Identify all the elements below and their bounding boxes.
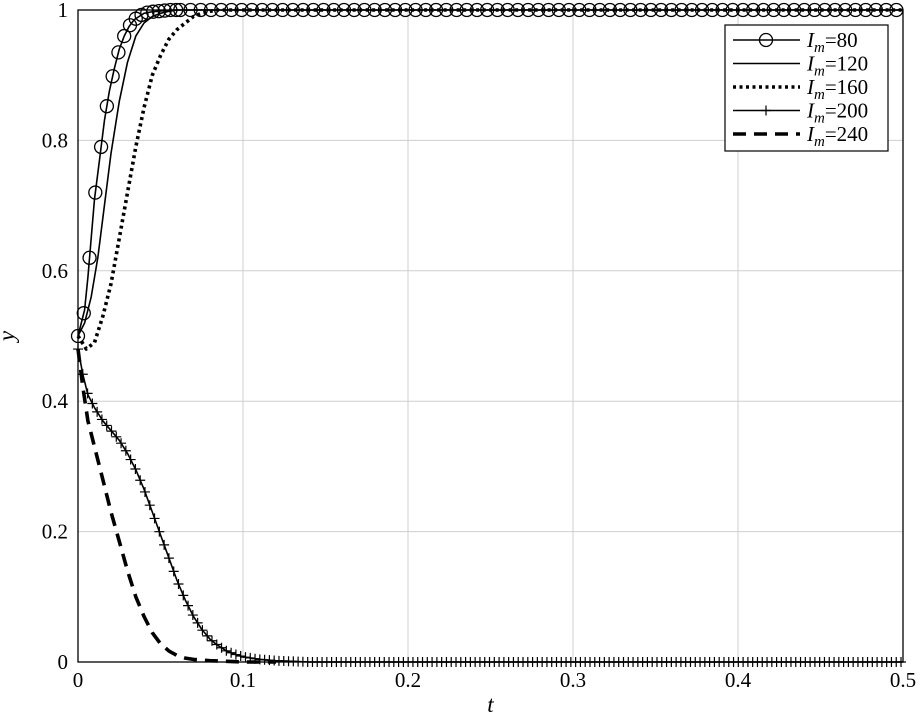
legend-label: Im=120 [806, 52, 868, 80]
series-line [77, 348, 903, 663]
circle-marker [82, 250, 97, 265]
y-tick-label: 0.6 [42, 259, 68, 283]
plus-marker [130, 464, 141, 475]
series-3 [76, 8, 903, 351]
circle-marker [151, 3, 167, 19]
legend-var: I [806, 52, 815, 76]
plus-marker [135, 475, 146, 486]
legend-sub: m [814, 134, 825, 150]
plus-marker [197, 625, 208, 636]
plus-marker [116, 438, 127, 449]
legend-item: Im=240 [733, 122, 868, 150]
legend-value: =80 [825, 28, 858, 52]
series-line [76, 348, 276, 664]
plus-marker [240, 652, 251, 663]
plus-marker [896, 657, 907, 667]
legend-var: I [806, 28, 815, 52]
x-tick-label: 0.3 [560, 668, 586, 692]
legend-var: I [806, 99, 815, 123]
legend-item: Im=200 [733, 99, 868, 127]
x-tick-label: 0.2 [395, 668, 421, 692]
y-tick-label: 0.4 [42, 389, 69, 413]
series-layer [70, 2, 907, 667]
y-tick-label: 0 [58, 650, 69, 674]
legend-value: =200 [825, 99, 868, 123]
x-tick-label: 0.4 [725, 668, 752, 692]
plus-marker [159, 539, 170, 550]
legend-sub: m [814, 64, 825, 80]
plus-marker [226, 647, 237, 658]
plus-marker [120, 445, 131, 456]
circle-marker [140, 5, 155, 20]
y-tick-label: 0.2 [42, 520, 68, 544]
legend-sub: m [814, 111, 825, 127]
x-tick-label: 0 [73, 668, 84, 692]
circle-marker [88, 185, 103, 200]
legend-label: Im=240 [806, 122, 868, 150]
plus-marker [192, 617, 203, 628]
series-line [76, 8, 903, 351]
plus-marker [761, 105, 771, 116]
plus-marker [163, 553, 174, 564]
plus-marker [96, 414, 107, 425]
plus-marker [178, 590, 189, 601]
circle-marker [99, 99, 115, 114]
y-tick-label: 0.8 [42, 128, 68, 152]
plus-marker [202, 630, 213, 641]
plus-marker [144, 500, 155, 511]
circle-marker [117, 28, 132, 44]
plus-marker [111, 431, 122, 442]
circle-marker [93, 139, 109, 155]
tick-labels: 0 0.1 0.2 0.3 0.4 0.5 0 0.2 0.4 0.6 0.8 1 [42, 0, 916, 692]
x-tick-label: 0.1 [230, 668, 256, 692]
y-tick-label: 1 [58, 0, 69, 22]
plus-marker [221, 645, 232, 656]
plus-marker [139, 486, 150, 497]
series-4 [73, 344, 907, 667]
circle-marker [758, 32, 774, 48]
plus-marker [149, 513, 160, 524]
plus-marker [101, 420, 112, 431]
circle-marker [111, 45, 126, 60]
legend-label: Im=80 [806, 28, 858, 56]
legend-label: Im=160 [806, 75, 868, 103]
plus-marker [106, 426, 117, 437]
circle-marker [70, 328, 86, 344]
plus-marker [92, 406, 103, 417]
legend-item: Im=160 [733, 75, 868, 103]
circle-marker [105, 69, 120, 84]
legend-label: Im=200 [806, 99, 868, 127]
plus-marker [154, 526, 165, 537]
plus-marker [125, 454, 136, 465]
legend-item: Im=120 [733, 52, 868, 80]
legend-var: I [806, 122, 815, 146]
circle-marker [76, 306, 91, 321]
plus-marker [87, 398, 98, 409]
plus-marker [183, 600, 194, 611]
legend-var: I [806, 75, 815, 99]
plus-marker [235, 651, 246, 662]
x-axis-title: t [487, 692, 494, 717]
plus-marker [187, 610, 198, 621]
plus-marker [230, 649, 241, 660]
legend-sub: m [814, 87, 825, 103]
plus-marker [168, 566, 179, 577]
circle-marker [145, 4, 161, 19]
legend-value: =240 [825, 122, 868, 146]
plus-marker [173, 579, 184, 590]
legend-value: =160 [825, 75, 868, 99]
legend-item: Im=80 [733, 28, 858, 56]
series-5 [76, 348, 276, 664]
y-axis-title: y [0, 330, 19, 343]
x-tick-label: 0.5 [890, 668, 916, 692]
legend-box [724, 24, 889, 152]
legend-sub: m [814, 40, 825, 56]
legend-value: =120 [825, 52, 868, 76]
